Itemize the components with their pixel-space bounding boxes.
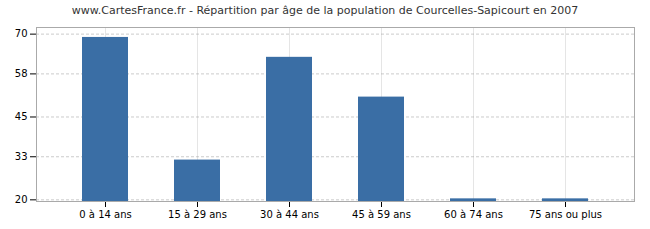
svg-text:45 à 59 ans: 45 à 59 ans xyxy=(352,209,411,220)
svg-text:0 à 14 ans: 0 à 14 ans xyxy=(79,209,131,220)
svg-text:70: 70 xyxy=(15,28,28,39)
svg-text:60 à 74 ans: 60 à 74 ans xyxy=(444,209,503,220)
svg-text:30 à 44 ans: 30 à 44 ans xyxy=(260,209,319,220)
svg-text:33: 33 xyxy=(15,151,28,162)
svg-text:15 à 29 ans: 15 à 29 ans xyxy=(168,209,227,220)
svg-text:45: 45 xyxy=(15,111,28,122)
svg-text:58: 58 xyxy=(15,68,28,79)
svg-text:75 ans ou plus: 75 ans ou plus xyxy=(529,209,602,220)
svg-text:20: 20 xyxy=(15,194,28,205)
html-text:www.CartesFrance.fr - Répartit: www.CartesFrance.fr - Répartition par âg… xyxy=(71,4,579,17)
